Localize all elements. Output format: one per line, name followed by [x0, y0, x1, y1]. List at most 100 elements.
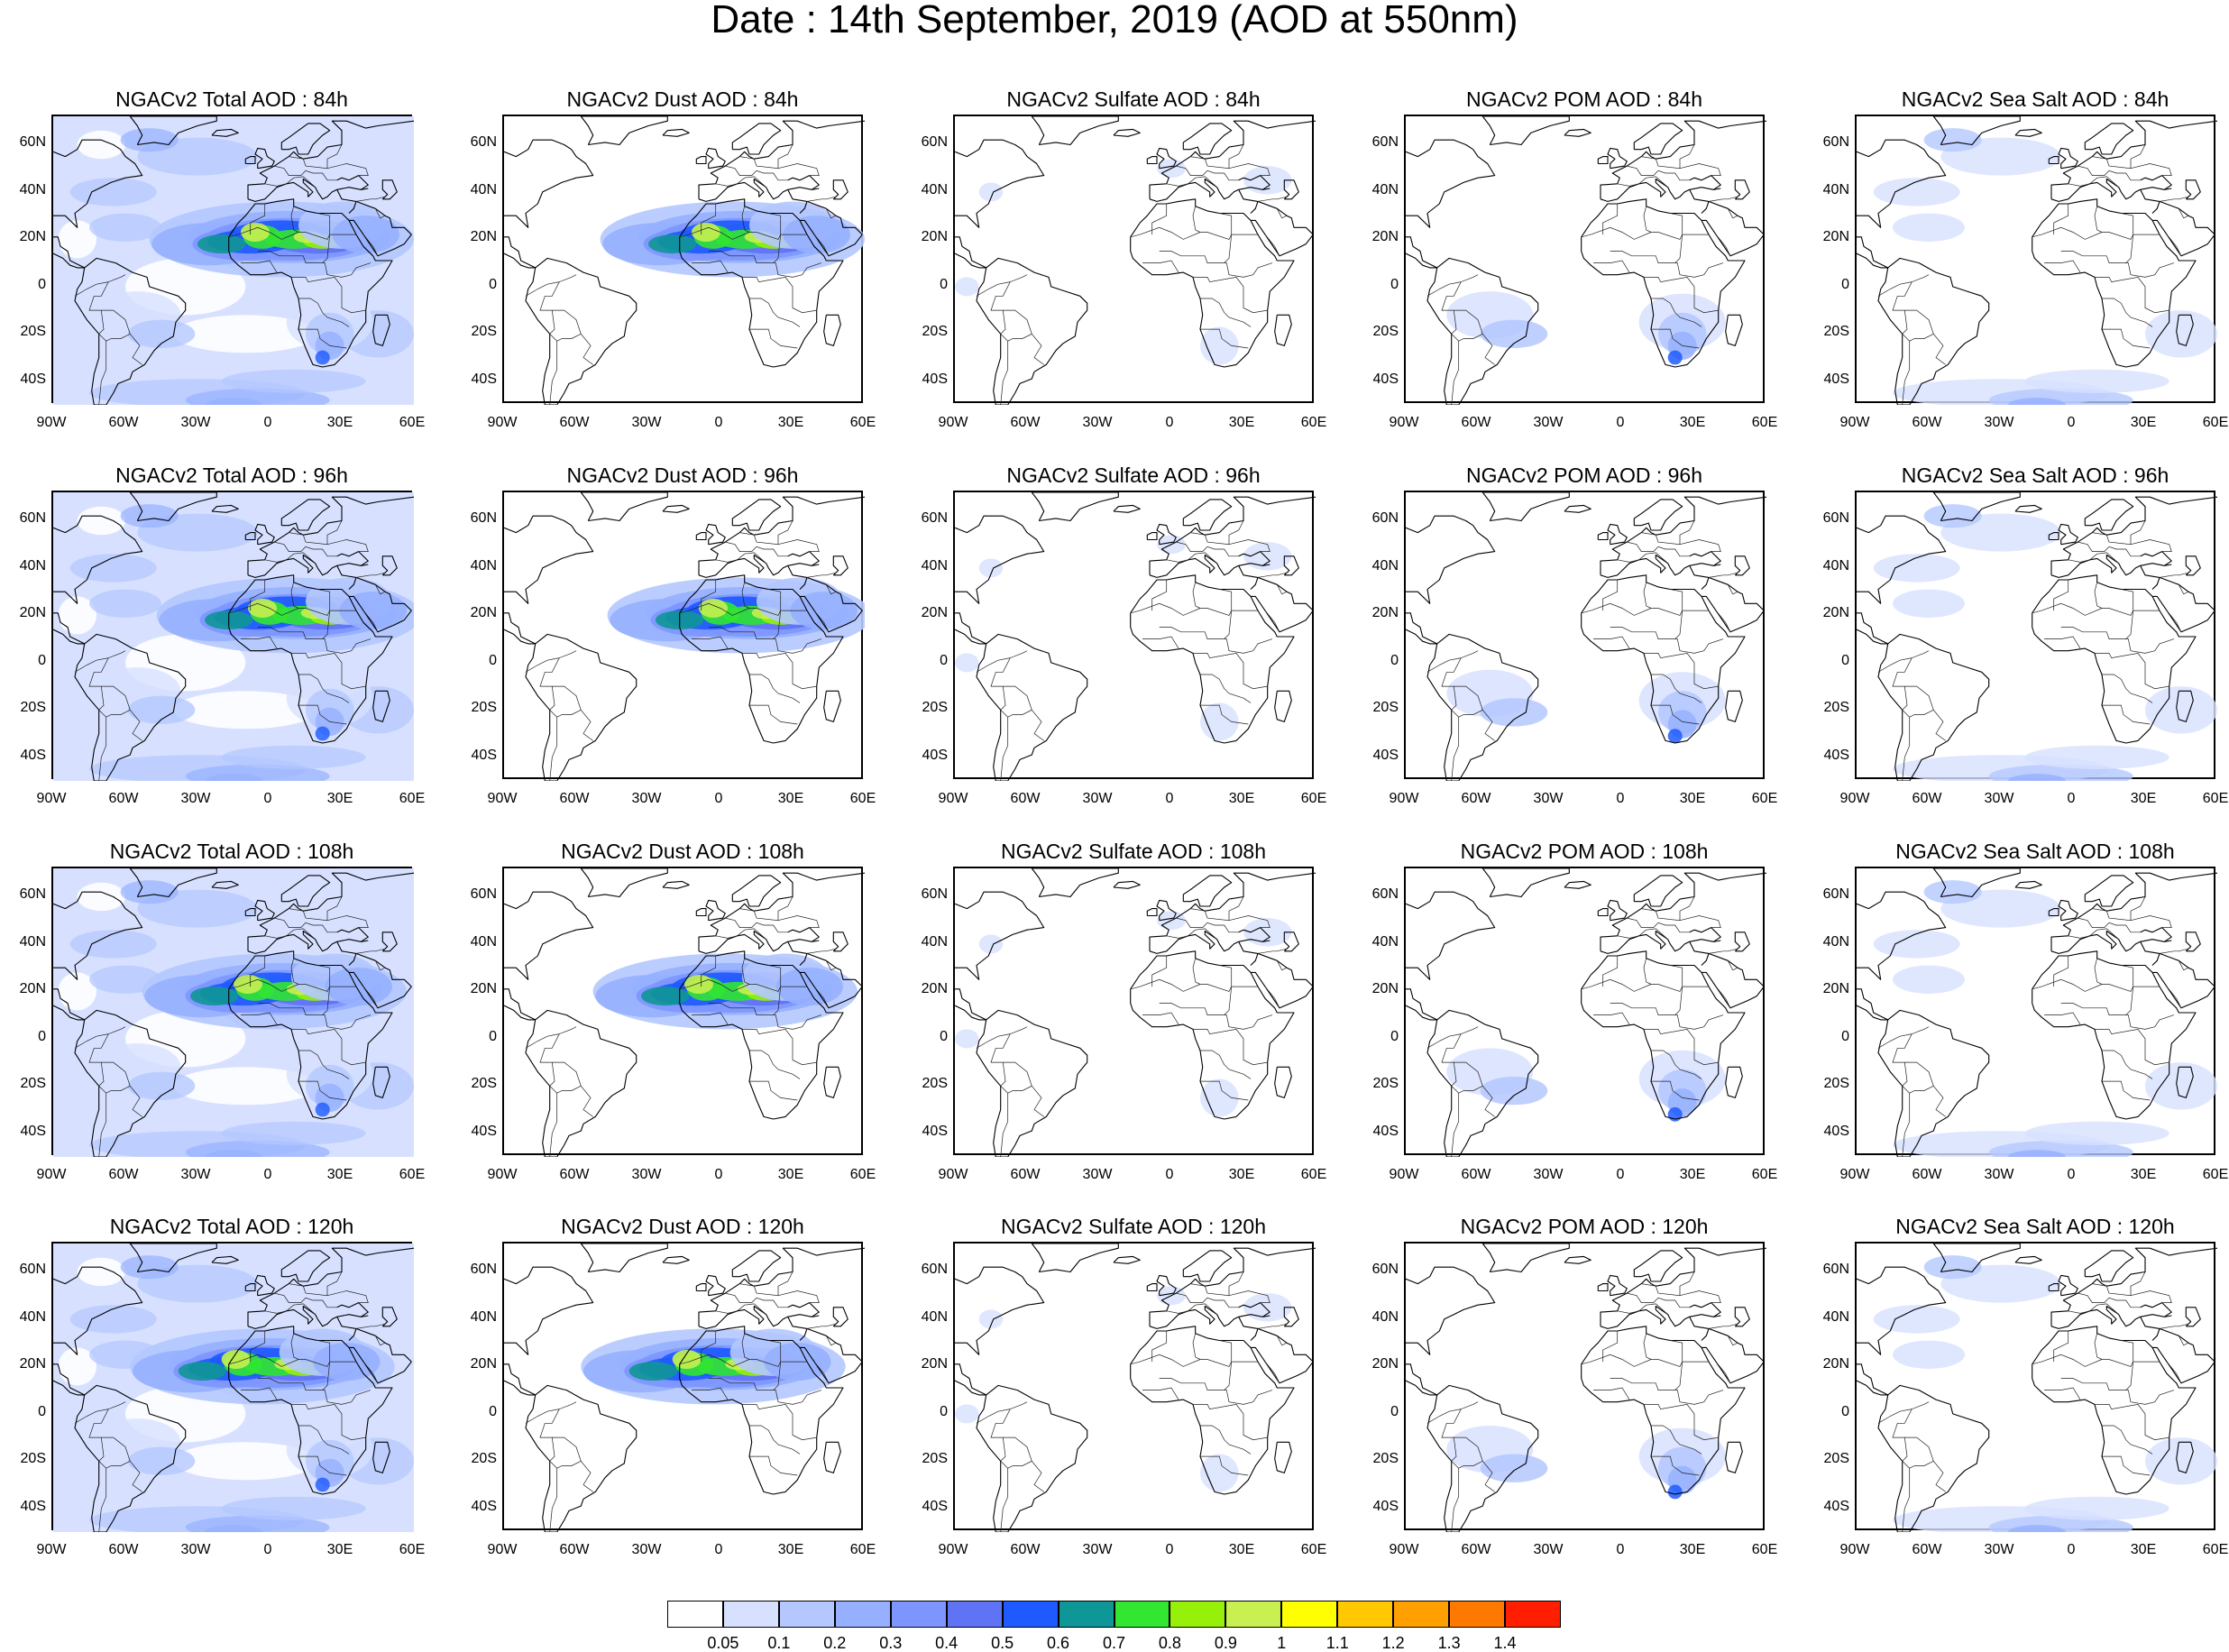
- map-panel: NGACv2 Dust AOD : 84h 60N 40N 20N 0 20S 40S 90W…: [471, 87, 876, 430]
- longitude-tick-label: 0: [1616, 1167, 1625, 1182]
- latitude-tick-label: 0: [489, 652, 497, 668]
- latitude-tick-label: 20N: [1371, 605, 1399, 621]
- map-panel: NGACv2 Dust AOD : 120h 60N 40N 20N 0 20S 40S 90…: [471, 1215, 876, 1557]
- latitude-tick-label: 40N: [1822, 557, 1849, 574]
- latitude-tick-label: 0: [1390, 1403, 1399, 1419]
- aod-field-patch: [1200, 326, 1239, 365]
- aod-field-patch: [205, 1525, 262, 1532]
- latitude-tick-label: 20N: [19, 229, 46, 245]
- longitude-tick-label: 0: [1165, 791, 1174, 806]
- aod-field-patch: [205, 774, 262, 781]
- latitude-tick-label: 40S: [471, 1498, 497, 1514]
- latitude-tick-label: 0: [940, 652, 948, 668]
- latitude-tick-label: 0: [1841, 1403, 1849, 1419]
- aod-field-patch: [1667, 1484, 1683, 1500]
- coastline-layer: [955, 492, 1316, 781]
- longitude-tick-label: 30W: [1984, 1542, 2014, 1557]
- longitude-tick-label: 0: [714, 791, 723, 806]
- aod-field-patch: [1923, 128, 1982, 152]
- aod-field-patch: [127, 1071, 196, 1100]
- longitude-tick-label: 30E: [1228, 415, 1255, 430]
- longitude-tick-label: 0: [1616, 1542, 1625, 1557]
- aod-field-patch: [783, 216, 850, 254]
- longitude-tick-label: 60E: [2202, 1542, 2229, 1557]
- panel-title: NGACv2 Total AOD : 108h: [109, 840, 354, 863]
- longitude-tick-label: 30E: [326, 415, 353, 430]
- aod-field-patch: [1667, 350, 1683, 365]
- map-panel: NGACv2 Total AOD : 108h 60N 40N 20N 0 20S 40S 9…: [20, 840, 426, 1182]
- aod-field-patch: [1873, 554, 1960, 583]
- colorbar-swatch: [834, 1601, 891, 1628]
- longitude-tick-label: 90W: [36, 791, 67, 806]
- aod-field-patch: [1243, 1293, 1292, 1322]
- aod-field-patch: [315, 350, 330, 365]
- longitude-tick-label: 60W: [559, 415, 590, 430]
- aod-field-patch: [1923, 1255, 1982, 1280]
- longitude-tick-label: 30W: [1984, 791, 2014, 806]
- map-plot-area: [1855, 491, 2217, 781]
- panel-title: NGACv2 POM AOD : 84h: [1465, 87, 1703, 111]
- longitude-tick-label: 0: [263, 415, 272, 430]
- coastline-layer: [504, 492, 865, 781]
- longitude-tick-label: 60E: [399, 1542, 426, 1557]
- map-panel: NGACv2 Dust AOD : 108h 60N 40N 20N 0 20S 40S 90…: [471, 840, 876, 1182]
- longitude-tick-label: 0: [2067, 791, 2076, 806]
- longitude-tick-label: 90W: [1389, 1542, 1419, 1557]
- latitude-tick-label: 40S: [922, 371, 948, 387]
- aod-field-patch: [955, 1029, 979, 1049]
- aod-field-patch: [315, 1102, 330, 1117]
- map-canvas: [955, 492, 1316, 781]
- aod-field-patch: [173, 315, 318, 353]
- latitude-tick-label: 20S: [1372, 1076, 1399, 1092]
- map-panel: NGACv2 Total AOD : 120h 60N 40N 20N 0 20S 40S 9…: [20, 1215, 426, 1557]
- map-canvas: [53, 492, 414, 781]
- longitude-tick-label: 30E: [1679, 415, 1706, 430]
- coastline-layer: [1406, 1244, 1766, 1532]
- latitude-tick-label: 20S: [20, 1076, 46, 1092]
- latitude-tick-label: 60N: [19, 1262, 46, 1278]
- latitude-tick-label: 40S: [1372, 1498, 1399, 1514]
- longitude-tick-label: 60W: [1912, 415, 1942, 430]
- colorbar-tick-label: 1.4: [1493, 1634, 1517, 1652]
- latitude-tick-label: 60N: [1822, 510, 1849, 527]
- aod-field-patch: [1893, 965, 1965, 994]
- longitude-tick-label: 30E: [777, 1167, 804, 1182]
- aod-field-patch: [173, 1442, 318, 1481]
- aod-field-patch: [1200, 1454, 1239, 1492]
- latitude-tick-label: 40N: [470, 181, 497, 197]
- latitude-tick-label: 20S: [922, 700, 948, 716]
- longitude-tick-label: 60W: [108, 1167, 139, 1182]
- aod-field-patch: [1893, 589, 1965, 618]
- map-canvas: [1406, 868, 1766, 1157]
- latitude-tick-label: 20N: [19, 605, 46, 621]
- latitude-tick-label: 20S: [471, 324, 497, 340]
- panel-title: NGACv2 Sulfate AOD : 96h: [1006, 463, 1261, 487]
- map-canvas: [504, 116, 865, 405]
- aod-field-patch: [178, 1362, 226, 1381]
- map-plot-area: [502, 867, 865, 1157]
- latitude-tick-label: 20N: [921, 229, 948, 245]
- latitude-tick-label: 20S: [471, 1076, 497, 1092]
- latitude-tick-label: 60N: [1371, 1262, 1399, 1278]
- aod-field-patch: [58, 972, 96, 1011]
- latitude-tick-label: 20N: [470, 981, 497, 997]
- colorbar-swatch: [1281, 1601, 1338, 1628]
- map-plot-area: [1855, 115, 2217, 405]
- map-plot-area: [51, 115, 414, 405]
- map-plot-area: [953, 115, 1316, 405]
- latitude-tick-label: 40S: [922, 747, 948, 763]
- map-panel: NGACv2 Sea Salt AOD : 96h 60N 40N 20N 0 20S 40…: [1823, 463, 2229, 806]
- latitude-tick-label: 20N: [1822, 605, 1849, 621]
- panel-title: NGACv2 Sea Salt AOD : 84h: [1901, 87, 2169, 111]
- longitude-tick-label: 60W: [108, 1542, 139, 1557]
- aod-field-patch: [978, 1309, 1004, 1329]
- map-plot-area: [502, 1242, 865, 1532]
- longitude-tick-label: 30W: [180, 415, 211, 430]
- latitude-tick-label: 20S: [1372, 700, 1399, 716]
- longitude-tick-label: 30W: [631, 1542, 662, 1557]
- longitude-tick-label: 30E: [2130, 1167, 2157, 1182]
- longitude-tick-label: 90W: [487, 1167, 518, 1182]
- longitude-tick-label: 30E: [777, 791, 804, 806]
- aod-field-patch: [1243, 918, 1292, 947]
- longitude-tick-label: 30W: [631, 791, 662, 806]
